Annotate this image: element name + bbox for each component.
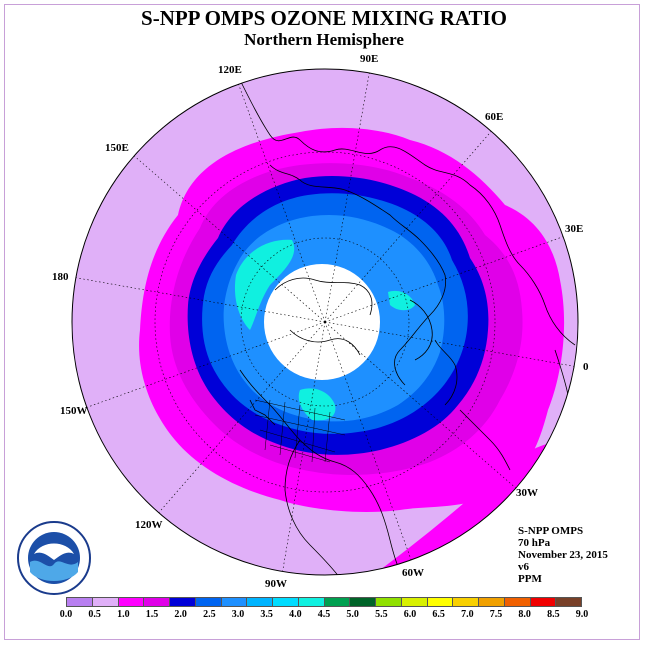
contour-3-5-europe bbox=[388, 290, 415, 311]
info-version: v6 bbox=[518, 561, 529, 573]
colorbar-tick-label: 8.5 bbox=[547, 609, 560, 620]
info-level: 70 hPa bbox=[518, 537, 551, 549]
colorbar-tick-label: 3.0 bbox=[231, 609, 245, 620]
colorbar-swatch bbox=[324, 598, 351, 606]
figure-frame bbox=[4, 4, 640, 640]
map-title: S-NPP OMPS OZONE MIXING RATIO bbox=[141, 6, 507, 30]
lon-label-90e: 90E bbox=[360, 53, 378, 65]
colorbar-ticks: 0.0 0.5 1.0 1.5 2.0 2.5 3.0 3.5 4.0 4.5 5.0 5.5 6.0 6… bbox=[60, 609, 589, 623]
colorbar-swatch bbox=[195, 598, 222, 606]
colorbar-swatch bbox=[221, 598, 248, 606]
colorbar-swatch bbox=[247, 598, 273, 606]
colorbar-swatch bbox=[479, 598, 505, 606]
colorbar-tick-label: 6.5 bbox=[432, 609, 445, 620]
colorbar-swatch bbox=[273, 598, 299, 606]
info-date: November 23, 2015 bbox=[518, 549, 608, 561]
info-instrument: S-NPP OMPS bbox=[518, 525, 584, 537]
colorbar-tick-label: 7.5 bbox=[489, 609, 503, 620]
polar-no-data bbox=[264, 264, 380, 380]
colorbar-tick-label: 0.0 bbox=[59, 609, 73, 620]
colorbar-swatch bbox=[530, 598, 557, 606]
colorbar-tick-label: 2.0 bbox=[174, 609, 187, 620]
lon-label-60e: 60E bbox=[485, 111, 503, 123]
colorbar-swatch bbox=[401, 598, 428, 606]
noaa-logo-icon bbox=[17, 521, 91, 595]
colorbar-tick-label: 6.0 bbox=[403, 609, 417, 620]
lon-label-30e: 30E bbox=[565, 223, 583, 235]
colorbar-tick-label: 4.0 bbox=[289, 609, 302, 620]
lon-label-120w: 120W bbox=[135, 519, 163, 531]
colorbar-tick-label: 4.5 bbox=[317, 609, 331, 620]
lon-label-60w: 60W bbox=[402, 567, 424, 579]
colorbar-tick-label: 8.0 bbox=[518, 609, 531, 620]
colorbar-swatch bbox=[350, 598, 376, 606]
colorbar-swatch bbox=[504, 598, 531, 606]
colorbar-swatch bbox=[170, 598, 196, 606]
colorbar-tick-label: 3.5 bbox=[260, 609, 273, 620]
colorbar-tick-label: 2.5 bbox=[203, 609, 216, 620]
colorbar-tick-label: 9.0 bbox=[575, 609, 589, 620]
colorbar-swatch bbox=[298, 598, 325, 606]
colorbar-tick-label: 1.0 bbox=[117, 609, 130, 620]
lon-label-120e: 120E bbox=[218, 64, 242, 76]
colorbar-swatch bbox=[92, 598, 119, 606]
colorbar-tick-label: 1.5 bbox=[145, 609, 159, 620]
contour-3-5-west bbox=[234, 239, 295, 330]
colorbar-swatch bbox=[427, 598, 454, 606]
lon-label-150w: 150W bbox=[60, 405, 88, 417]
coastlines bbox=[239, 79, 576, 575]
info-units: PPM bbox=[518, 573, 542, 585]
info-block: S-NPP OMPS 70 hPa November 23, 2015 v6 P… bbox=[518, 525, 608, 585]
lon-label-30w: 30W bbox=[516, 487, 538, 499]
us-state-boundaries bbox=[254, 399, 346, 463]
lon-label-90w: 90W bbox=[265, 578, 287, 590]
lon-label-180: 180 bbox=[52, 271, 69, 283]
colorbar-swatch bbox=[67, 598, 93, 606]
colorbar-tick-label: 0.5 bbox=[88, 609, 101, 620]
colorbar-tick-label: 7.0 bbox=[461, 609, 474, 620]
colorbar-swatch bbox=[118, 598, 145, 606]
colorbar-tick-label: 5.0 bbox=[346, 609, 359, 620]
graticule bbox=[72, 69, 578, 575]
colorbar-swatch bbox=[144, 598, 170, 606]
colorbar-swatch bbox=[376, 598, 402, 606]
colorbar bbox=[66, 597, 582, 607]
lon-label-0: 0 bbox=[583, 361, 589, 373]
map-subtitle: Northern Hemisphere bbox=[244, 30, 404, 49]
contour-3-5-america bbox=[298, 388, 336, 421]
colorbar-tick-label: 5.5 bbox=[375, 609, 388, 620]
lon-label-150e: 150E bbox=[105, 142, 129, 154]
colorbar-swatch bbox=[556, 598, 581, 606]
colorbar-swatch bbox=[453, 598, 479, 606]
map-border bbox=[71, 68, 579, 576]
